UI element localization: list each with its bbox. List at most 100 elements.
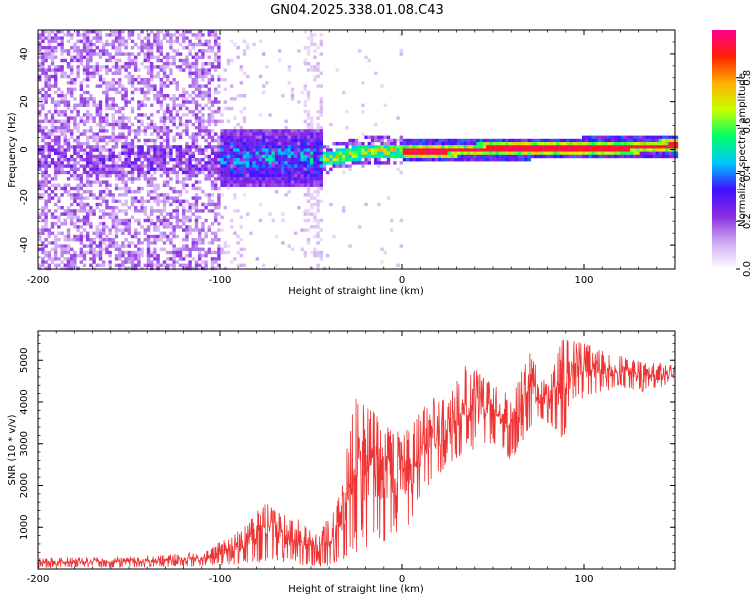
spectrogram-cell [118,49,122,53]
spectrogram-cell [639,148,643,152]
spectrogram-cell [82,97,87,101]
spectrogram-cell [127,161,131,165]
spectrogram-cell [66,62,71,66]
spectrogram-cell [194,241,199,245]
spectrogram-cell [185,97,189,101]
spectrogram-cell [146,151,151,155]
spectrogram-cell [41,148,45,152]
spectrogram-cell [44,126,48,130]
spectrogram-cell [86,74,90,79]
spectrogram-cell [338,151,343,155]
spectrogram-cell [268,138,272,143]
spectrogram-cell [226,142,231,146]
spectrogram-cell [175,209,179,213]
spectrogram-cell [182,222,186,226]
spectrogram-x-ticks: -200 -100 0 100 [27,30,676,286]
spectrogram-cell [169,110,173,114]
spectrogram-cell [217,58,221,63]
spectrogram-cell [258,138,263,143]
spectrogram-cell [578,142,583,146]
spectrogram-cell [114,68,119,72]
spectrogram-cell [246,138,250,143]
spectrogram-cell [89,206,93,210]
spectrogram-cell [137,222,141,226]
spectrogram-cell [127,78,131,82]
spectrogram-cell [66,33,71,37]
spectrogram-cell [236,122,240,127]
spectrogram-cell [482,158,487,162]
spectrogram-cell [95,36,99,40]
spectrogram-cell [198,119,202,123]
spectrogram-cell [428,138,432,143]
spectrogram-cell [86,55,90,59]
spectrogram-cell [306,238,311,242]
spectrogram-cell [454,158,458,162]
spectrogram-cell [175,199,179,203]
spectrogram-cell [617,138,621,143]
spectrogram-cell [86,145,90,149]
spectrogram-cell [297,164,301,168]
spectrogram-cell [454,148,458,152]
spectrogram-cell [166,183,170,187]
spectrogram-cell [338,161,343,165]
spectrogram-cell [207,122,211,127]
spectrogram-cell [242,183,247,187]
spectrogram-cell [236,158,240,162]
spectrogram-cell [111,119,115,123]
spectrogram-cell [98,100,103,104]
spectrogram-cell [431,142,435,146]
spectrogram-cell [70,116,74,120]
spectrogram-cell [524,142,528,146]
spectrogram-cell [220,148,224,152]
spectrogram-cell [188,206,192,210]
spectrogram-cell [438,158,442,162]
spectrogram-cell [162,148,167,152]
spectrogram-cell [194,87,199,91]
spectrogram-cell [294,231,298,235]
spectrogram-cell [329,158,333,162]
spectrogram-cell [89,154,93,159]
spectrogram-cell [226,167,231,171]
spectrogram-cell [66,106,71,111]
spectrogram-cell [274,132,279,136]
spectrogram-cell [159,94,163,98]
spectrogram-cell [297,49,301,53]
spectrogram-cell [89,250,93,255]
spectrogram-cell [41,206,45,210]
spectrogram-cell [70,110,74,114]
spectrogram-cell [111,122,115,127]
spectrogram-cell [585,142,589,146]
spectrogram-cell [249,177,253,181]
spectrogram-cell [268,151,272,155]
spectrogram-cell [447,142,451,146]
spectrogram-cell [44,177,48,181]
spectrogram-cell [194,100,199,104]
spectrogram-cell [278,129,282,133]
spectrogram-cell [41,244,45,248]
spectrogram-cell [95,263,99,267]
spectrogram-cell [108,84,112,88]
spectrogram-cell [63,158,67,162]
spectrogram-cell [556,145,560,149]
spectrogram-cell [502,142,506,146]
spectrogram-cell [54,129,58,133]
spectrogram-cell [172,234,176,239]
spectrogram-cell [671,138,675,143]
spectrogram-cell [143,164,147,168]
spectrogram-cell [108,68,112,72]
spectrogram-cell [319,148,323,152]
spectrogram-cell [278,158,282,162]
spectrogram-cell [105,206,109,210]
spectrogram-cell [655,145,659,149]
spectrogram-cell [54,193,58,197]
spectrogram-cell [73,55,77,59]
spectrogram-cell [252,135,256,139]
spectrogram-cell [150,196,154,200]
spectrogram-cell [57,151,61,155]
spectrogram-cell [246,151,250,155]
spectrogram-cell [198,33,202,37]
spectrogram-cell [450,158,455,162]
spectrogram-cell [502,154,506,159]
spectrogram-cell [102,116,106,120]
spectrogram-cell [95,234,99,239]
